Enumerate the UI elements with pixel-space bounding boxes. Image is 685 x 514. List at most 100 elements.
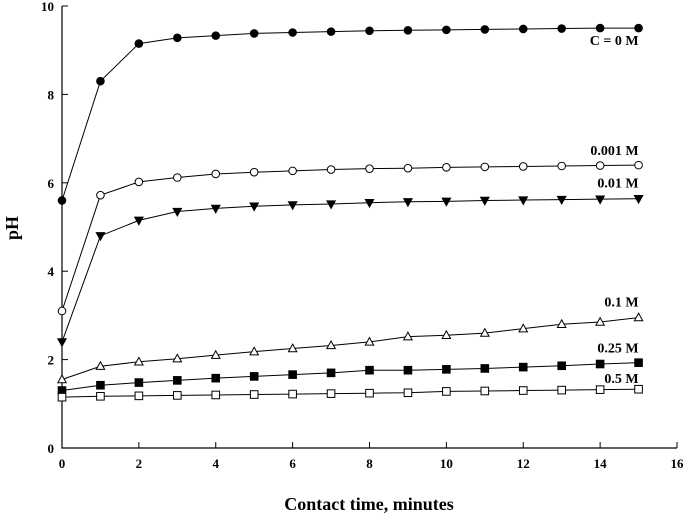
- y-axis-label: pH: [2, 216, 22, 240]
- data-point: [326, 165, 336, 174]
- data-point: [633, 312, 644, 322]
- data-point: [211, 373, 221, 383]
- series-label: 0.01 M: [597, 177, 638, 192]
- plot-area: C = 0 M 0.001 M 0.01 M 0.1 M 0.25 M 0.5 M: [56, 23, 644, 402]
- data-point: [96, 391, 105, 401]
- y-tick-label: 10: [41, 0, 54, 14]
- series-0: C = 0 M: [57, 23, 643, 205]
- y-tick-label: 6: [48, 176, 55, 191]
- data-point: [249, 167, 259, 177]
- y-tick-label: 8: [48, 87, 55, 102]
- data-point: [557, 161, 566, 171]
- data-point: [211, 31, 221, 40]
- data-point: [249, 202, 260, 212]
- data-point: [96, 76, 105, 86]
- data-point: [595, 195, 606, 205]
- data-point: [326, 340, 337, 350]
- data-point: [479, 327, 490, 337]
- data-point: [134, 39, 144, 48]
- data-point: [403, 163, 413, 173]
- series-line: [61, 362, 639, 392]
- data-point: [365, 26, 374, 36]
- data-point: [402, 331, 413, 341]
- data-point: [442, 387, 451, 396]
- data-point: [557, 24, 566, 33]
- data-point: [365, 164, 374, 173]
- data-point: [403, 365, 413, 375]
- data-point: [57, 306, 67, 316]
- data-point: [403, 388, 413, 398]
- data-point: [480, 162, 490, 172]
- data-point: [249, 372, 259, 381]
- data-point: [518, 24, 528, 34]
- data-point: [173, 33, 182, 43]
- data-point: [287, 201, 298, 211]
- data-point: [287, 343, 298, 353]
- x-tick-label: 2: [136, 456, 143, 471]
- x-tick-label: 14: [594, 456, 608, 471]
- data-point: [403, 26, 413, 35]
- x-axis-label: Contact time, minutes: [284, 494, 453, 514]
- data-point: [133, 356, 144, 366]
- data-point: [172, 353, 183, 363]
- data-point: [210, 349, 221, 359]
- data-point: [210, 204, 221, 214]
- y-tick-label: 0: [48, 441, 55, 456]
- data-point: [326, 200, 337, 210]
- data-point: [96, 380, 105, 390]
- data-point: [518, 386, 528, 395]
- series-line: [61, 198, 639, 343]
- data-point: [633, 195, 644, 205]
- data-point: [173, 391, 182, 400]
- data-point: [249, 29, 259, 38]
- series-line: [61, 164, 639, 312]
- data-point: [442, 365, 451, 374]
- x-tick-label: 0: [59, 456, 66, 471]
- x-tick-label: 12: [517, 456, 530, 471]
- series-label: 0.1 M: [604, 296, 638, 311]
- data-point: [556, 318, 567, 328]
- series-line: [61, 317, 639, 380]
- data-point: [56, 338, 68, 348]
- data-point: [364, 198, 375, 209]
- data-point: [95, 360, 106, 370]
- data-point: [595, 359, 605, 369]
- data-point: [557, 385, 566, 395]
- data-point: [402, 198, 413, 208]
- data-point: [365, 388, 374, 398]
- data-point: [556, 195, 567, 206]
- data-point: [172, 207, 183, 217]
- data-point: [365, 365, 374, 375]
- series-label: 0.25 M: [597, 342, 638, 357]
- data-point: [134, 378, 144, 387]
- data-point: [249, 390, 259, 399]
- data-point: [364, 336, 375, 346]
- data-point: [634, 358, 643, 367]
- data-point: [442, 163, 451, 172]
- series-4: 0.25 M: [57, 342, 643, 395]
- y-tick-label: 2: [48, 353, 55, 368]
- series-line: [61, 388, 639, 398]
- data-point: [173, 376, 182, 385]
- axes: 0 2 4 6 8 10 12 14 16 0 2 4 6 8 10: [41, 0, 684, 471]
- series-label: C = 0 M: [590, 34, 639, 49]
- series-3: 0.1 M: [56, 296, 644, 384]
- x-tick-label: 10: [440, 456, 453, 471]
- x-tick-label: 4: [213, 456, 220, 471]
- data-point: [288, 28, 297, 37]
- y-tick-label: 4: [48, 264, 55, 279]
- data-point: [326, 27, 336, 36]
- series-label: 0.001 M: [590, 144, 638, 159]
- data-point: [634, 23, 643, 33]
- x-tick-label: 6: [289, 456, 296, 471]
- data-point: [479, 196, 490, 206]
- data-point: [442, 25, 451, 35]
- data-point: [288, 389, 297, 399]
- data-point: [57, 392, 67, 402]
- data-point: [595, 385, 605, 394]
- data-point: [518, 323, 529, 333]
- data-point: [95, 232, 106, 242]
- data-point: [134, 391, 144, 401]
- data-point: [56, 374, 68, 384]
